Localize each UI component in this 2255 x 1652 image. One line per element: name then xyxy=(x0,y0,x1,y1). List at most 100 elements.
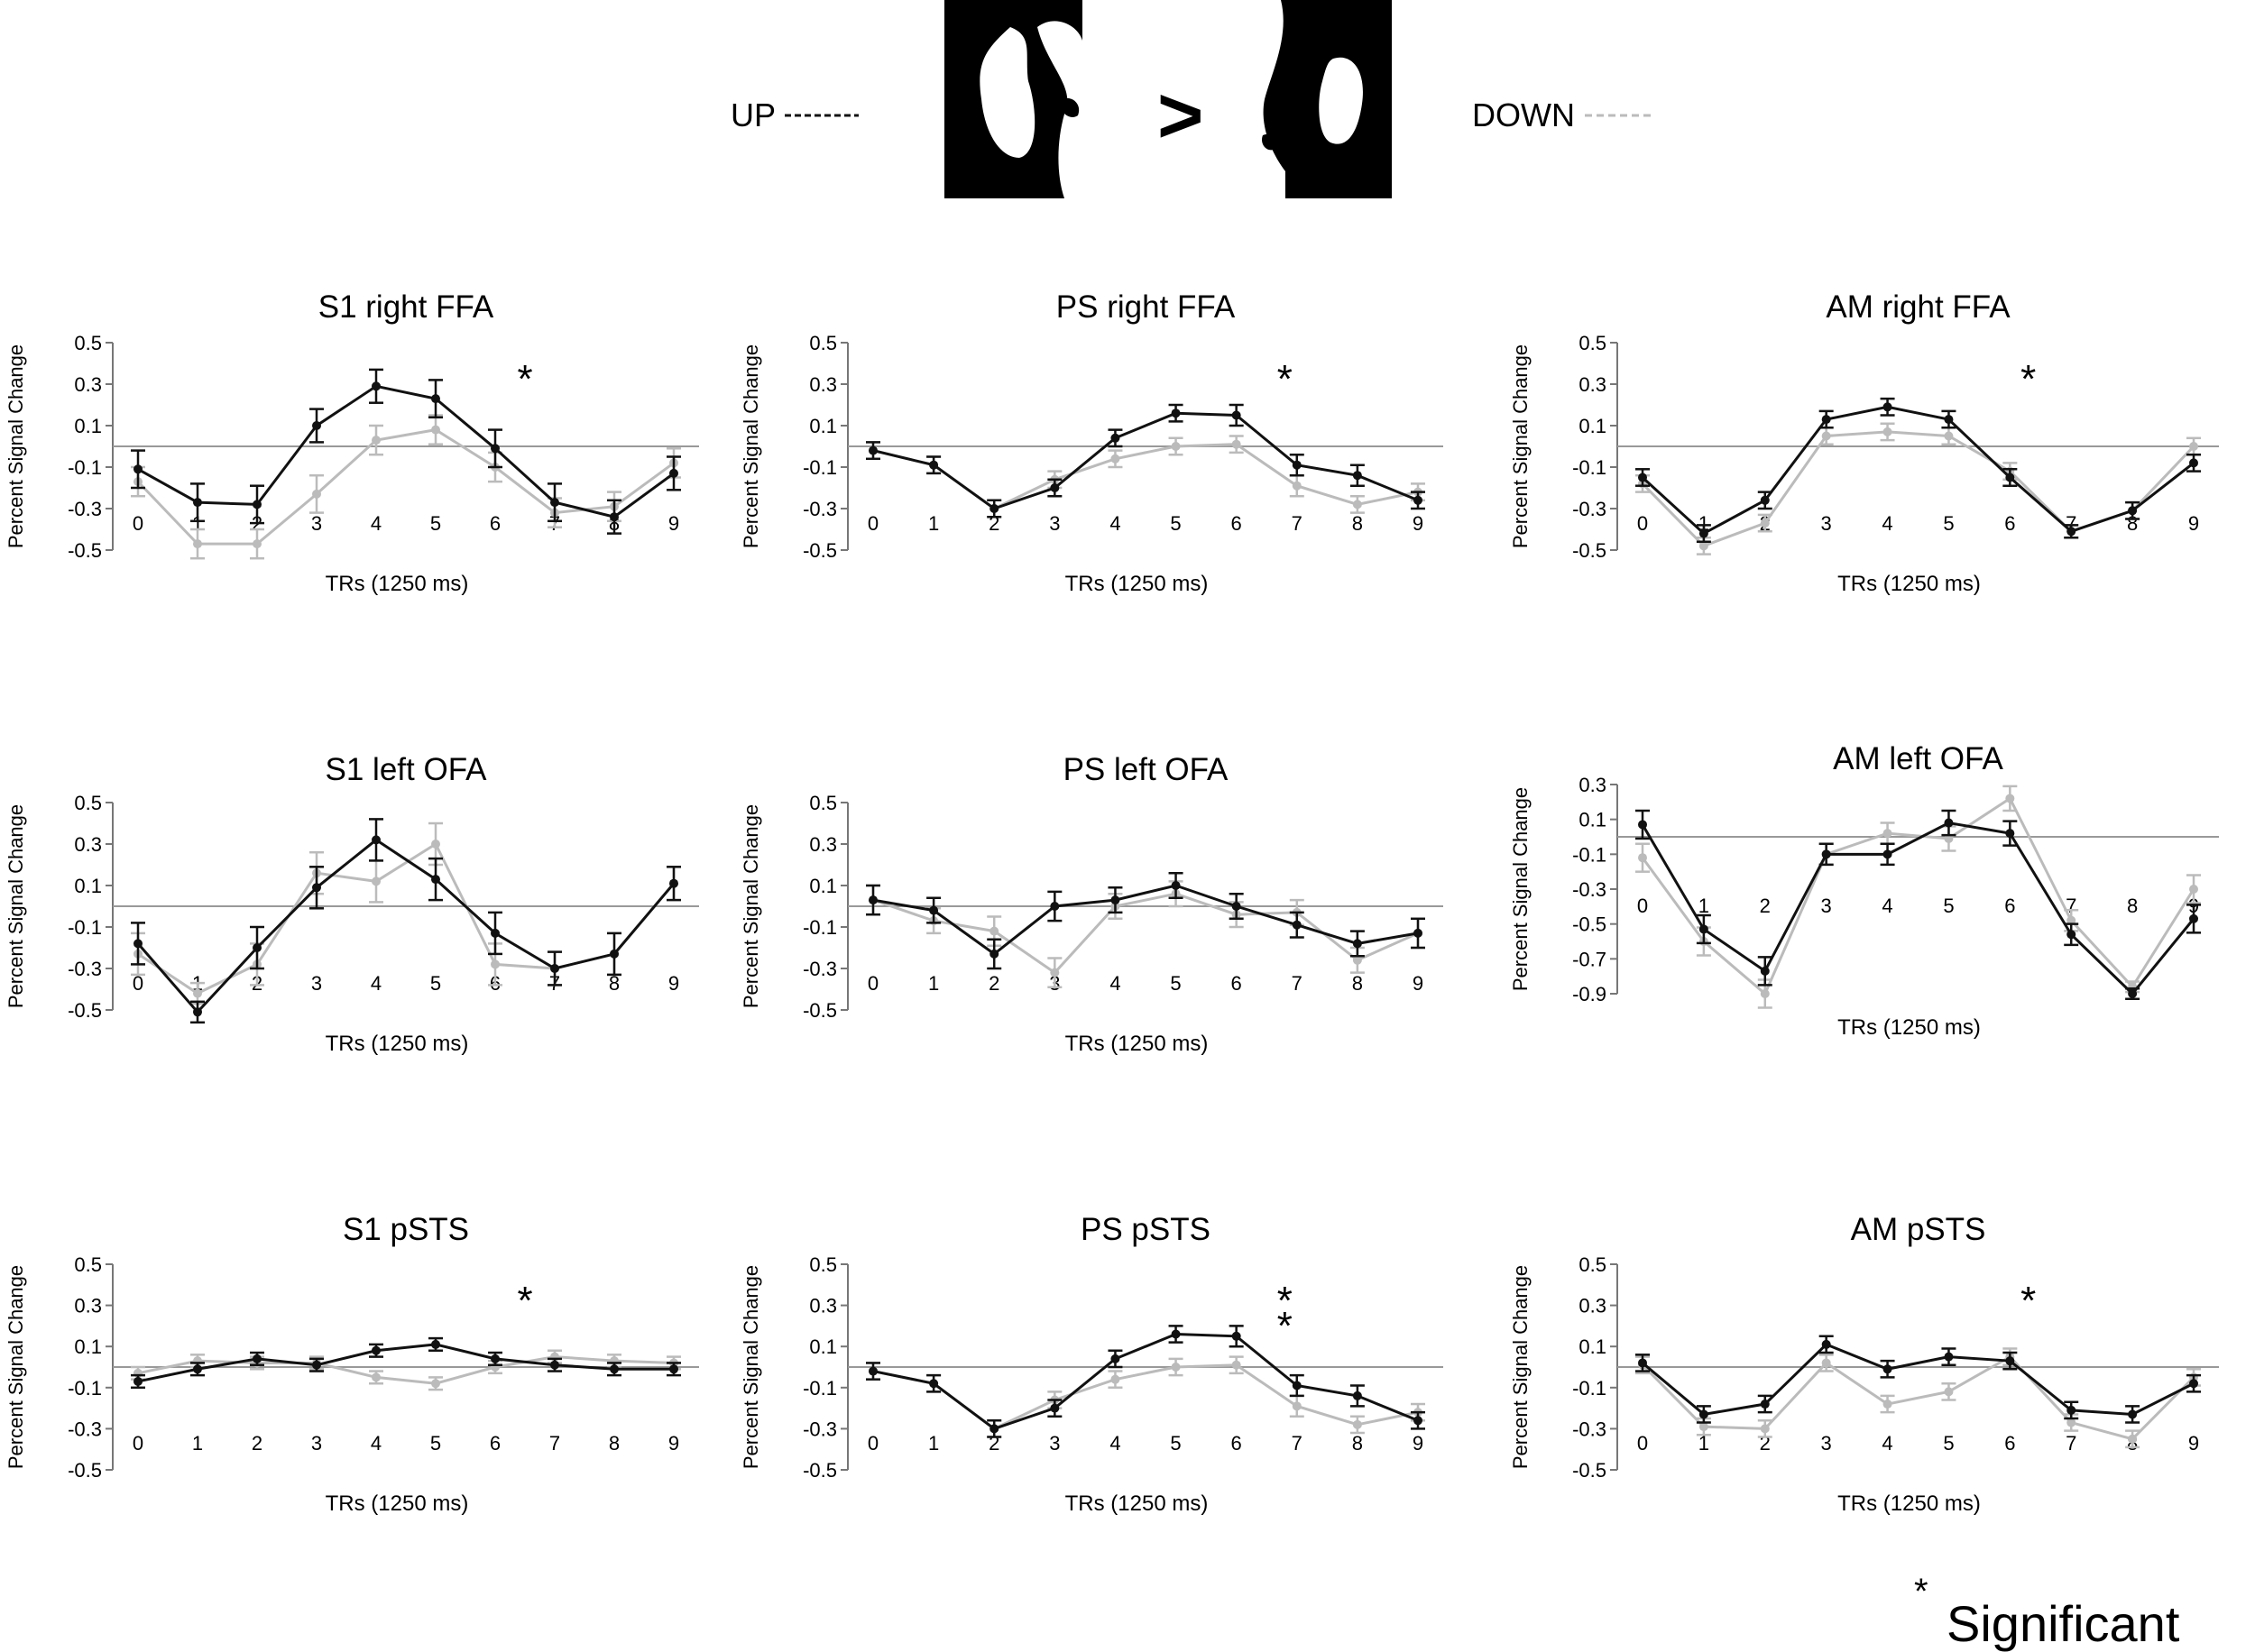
x-tick-label: 4 xyxy=(1109,512,1120,535)
chart-title: PS pSTS xyxy=(1081,1212,1210,1247)
y-axis-label: Percent Signal Change xyxy=(1509,1265,1532,1469)
x-tick-label: 0 xyxy=(868,512,879,535)
y-tick-label: -0.3 xyxy=(68,1418,102,1440)
data-point xyxy=(1760,989,1770,998)
chart-title: PS left OFA xyxy=(1063,752,1229,787)
legend-up-label: UP xyxy=(731,96,776,133)
data-point xyxy=(550,964,559,973)
series-line-up xyxy=(872,411,1419,510)
y-tick-label: 0.3 xyxy=(1578,373,1606,396)
legend-down-label: DOWN xyxy=(1472,96,1575,133)
x-axis-label: TRs (1250 ms) xyxy=(1065,572,1209,596)
data-point xyxy=(1821,431,1831,441)
x-tick-label: 4 xyxy=(1882,895,1892,917)
y-tick-label: -0.3 xyxy=(803,958,837,980)
data-point xyxy=(1760,519,1770,528)
data-point xyxy=(372,1345,381,1355)
data-point xyxy=(133,464,143,474)
data-point xyxy=(610,1364,619,1374)
series-down xyxy=(131,821,681,1005)
data-point xyxy=(1171,408,1181,418)
y-tick-label: -0.1 xyxy=(68,456,102,479)
data-point xyxy=(193,498,202,508)
data-point xyxy=(312,489,321,499)
series-down xyxy=(131,414,681,560)
data-point xyxy=(372,381,381,391)
data-point xyxy=(2005,1356,2015,1366)
y-tick-label: -0.5 xyxy=(803,539,837,562)
series-line-down xyxy=(137,1355,675,1385)
y-tick-label: -0.5 xyxy=(68,1459,102,1482)
data-point xyxy=(253,539,262,549)
y-tick-label: 0.3 xyxy=(74,373,102,396)
x-tick-label: 0 xyxy=(133,512,143,535)
y-tick-label: -0.3 xyxy=(1572,498,1606,520)
x-tick-label: 3 xyxy=(311,1432,322,1455)
chart-title: AM left OFA xyxy=(1833,741,2003,776)
data-point xyxy=(1944,833,1954,843)
data-point xyxy=(1231,1331,1241,1341)
y-tick-label: -0.5 xyxy=(803,1459,837,1482)
series-line-down xyxy=(872,892,1419,975)
significance-star: * xyxy=(517,357,532,401)
x-tick-label: 8 xyxy=(1352,1432,1363,1455)
y-tick-label: -0.1 xyxy=(1572,1377,1606,1400)
y-tick-label: 0.5 xyxy=(1578,332,1606,354)
series-line-down xyxy=(1641,1354,2195,1441)
data-point xyxy=(1110,895,1120,905)
x-tick-label: 9 xyxy=(2188,1432,2199,1455)
data-point xyxy=(1760,1400,1770,1409)
data-point xyxy=(1698,528,1708,538)
x-tick-label: 5 xyxy=(1170,512,1181,535)
data-point xyxy=(1944,818,1954,828)
x-tick-label: 1 xyxy=(1698,512,1709,535)
x-tick-label: 3 xyxy=(1049,1432,1060,1455)
series-line-up xyxy=(1641,405,2195,536)
data-point xyxy=(372,835,381,845)
data-point xyxy=(1698,1422,1708,1432)
x-tick-label: 0 xyxy=(868,972,879,995)
series-up xyxy=(131,818,681,1024)
data-point xyxy=(1231,410,1241,420)
x-tick-label: 6 xyxy=(490,1432,501,1455)
data-point xyxy=(2189,913,2198,923)
y-tick-label: -0.5 xyxy=(68,539,102,562)
x-tick-label: 4 xyxy=(1882,1432,1892,1455)
x-tick-label: 7 xyxy=(2066,895,2076,917)
data-point xyxy=(989,949,999,959)
data-point xyxy=(491,444,500,454)
legend-comparison-symbol: > xyxy=(1157,70,1203,160)
x-tick-label: 4 xyxy=(371,972,382,995)
data-point xyxy=(1231,902,1241,911)
data-point xyxy=(1110,1374,1120,1384)
mooney-face-down-icon xyxy=(1254,0,1392,198)
significance-star: * xyxy=(1277,1304,1293,1348)
x-tick-label: 7 xyxy=(2066,1432,2076,1455)
data-point xyxy=(869,1366,878,1376)
chart-panel-5: PS left OFA-0.5-0.3-0.10.10.30.501234567… xyxy=(740,752,1443,1056)
x-tick-label: 8 xyxy=(1352,972,1363,995)
x-tick-label: 4 xyxy=(371,512,382,535)
x-tick-label: 0 xyxy=(1637,895,1648,917)
data-point xyxy=(1760,495,1770,505)
data-point xyxy=(929,905,939,915)
x-tick-label: 5 xyxy=(430,512,441,535)
data-point xyxy=(193,988,202,998)
series-up xyxy=(1635,1335,2201,1424)
x-tick-label: 8 xyxy=(609,972,620,995)
data-point xyxy=(2128,506,2138,516)
data-point xyxy=(1292,481,1302,491)
x-axis-label: TRs (1250 ms) xyxy=(326,1032,469,1056)
series-line-up xyxy=(1641,821,2195,996)
chart-panel-9: AM pSTS-0.5-0.3-0.10.10.30.50123456789Pe… xyxy=(1509,1212,2219,1516)
series-line-up xyxy=(872,1333,1419,1431)
y-tick-label: 0.1 xyxy=(809,1335,837,1358)
y-tick-label: -0.7 xyxy=(1572,948,1606,970)
data-point xyxy=(1292,1401,1302,1411)
significance-star: * xyxy=(1277,357,1293,401)
x-tick-label: 4 xyxy=(1109,972,1120,995)
data-point xyxy=(1760,1424,1770,1434)
data-point xyxy=(253,1354,262,1363)
data-point xyxy=(929,460,939,470)
series-up xyxy=(866,403,1425,519)
